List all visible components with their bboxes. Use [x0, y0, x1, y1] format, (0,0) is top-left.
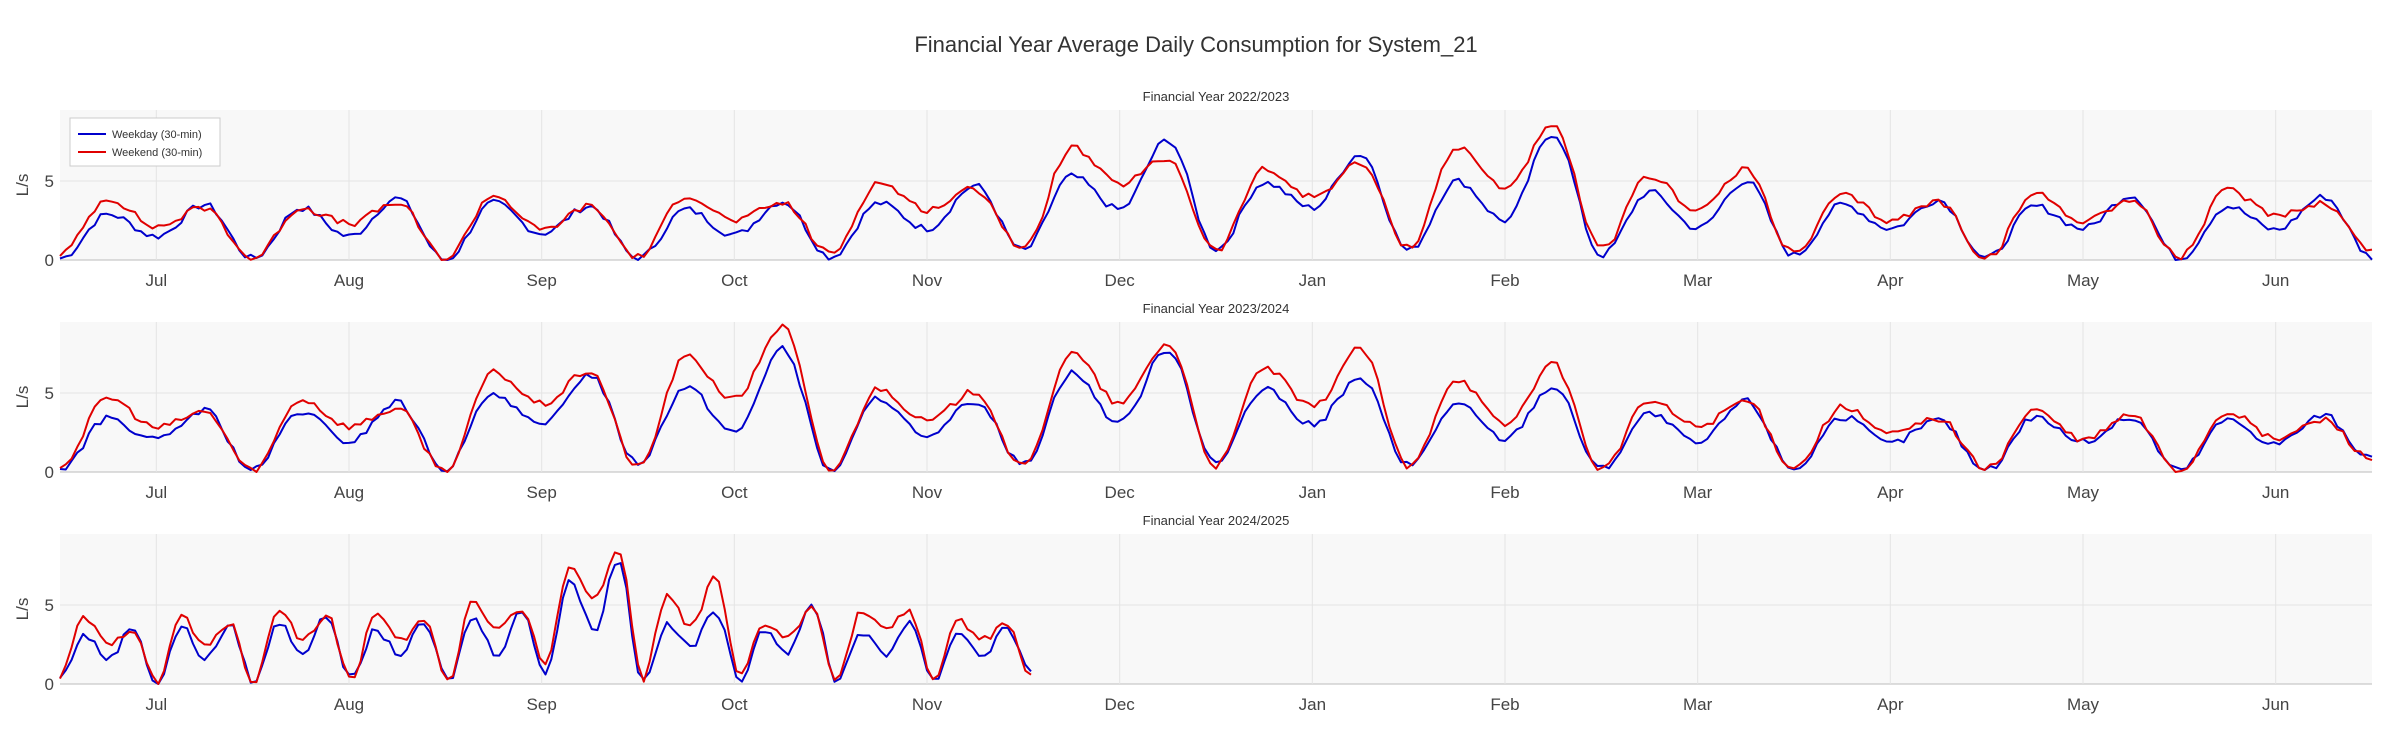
x-tick-label: Sep [527, 271, 557, 290]
x-tick-label: Sep [527, 695, 557, 714]
x-tick-label: Mar [1683, 271, 1713, 290]
x-tick-label: Dec [1105, 483, 1136, 502]
legend-entry: Weekday (30-min) [112, 129, 202, 141]
x-tick-label: Mar [1683, 695, 1713, 714]
y-tick-label: 5 [45, 384, 54, 403]
x-tick-label: Feb [1490, 695, 1519, 714]
y-tick-label: 0 [45, 251, 54, 270]
series-line-weekend [59, 551, 1032, 685]
y-tick-label: 0 [45, 463, 54, 482]
x-tick-label: Nov [912, 483, 943, 502]
plot-area [60, 110, 2372, 260]
x-tick-label: May [2067, 695, 2100, 714]
x-tick-label: Dec [1105, 695, 1136, 714]
subplot-2: 0 5 Jul Aug Sep Oct Nov Dec Jan Feb Mar Apr May Jun Fi… [13, 301, 2373, 502]
legend: Weekday (30-min) Weekend (30-min) [69, 117, 221, 167]
x-tick-label: Mar [1683, 483, 1713, 502]
x-tick-label: Dec [1105, 271, 1136, 290]
plot-area [60, 534, 2372, 684]
series-line-weekend [59, 125, 2373, 261]
y-tick-label: 0 [45, 675, 54, 694]
x-tick-label: Apr [1877, 483, 1904, 502]
x-tick-label: Oct [721, 483, 748, 502]
series-line-weekend [59, 323, 2373, 473]
x-tick-label: Oct [721, 695, 748, 714]
y-axis-label: L/s [13, 174, 32, 197]
x-tick-label: Jan [1299, 483, 1326, 502]
x-tick-label: May [2067, 483, 2100, 502]
subplot-3: 0 5 Jul Aug Sep Oct Nov Dec Jan Feb Mar Apr May Jun Fi… [13, 513, 2372, 714]
x-tick-label: Jul [145, 483, 167, 502]
y-axis-label: L/s [13, 598, 32, 621]
x-tick-label: Aug [334, 483, 364, 502]
x-tick-label: Jun [2262, 483, 2289, 502]
subplot-title: Financial Year 2023/2024 [1143, 301, 1290, 316]
x-tick-label: Jul [145, 271, 167, 290]
y-tick-label: 5 [45, 172, 54, 191]
x-tick-label: Feb [1490, 271, 1519, 290]
x-tick-label: Apr [1877, 271, 1904, 290]
legend-entry: Weekend (30-min) [112, 147, 202, 159]
x-tick-label: Jul [145, 695, 167, 714]
y-tick-label: 5 [45, 596, 54, 615]
x-tick-label: Oct [721, 271, 748, 290]
x-tick-label: Aug [334, 271, 364, 290]
x-tick-label: Nov [912, 695, 943, 714]
x-tick-label: Jan [1299, 271, 1326, 290]
legend-box [69, 117, 221, 167]
subplot-1: 0 5 Jul Aug Sep Oct Nov Dec Jan Feb Mar Apr May Jun Fi… [13, 89, 2373, 290]
plot-area [60, 322, 2372, 472]
x-tick-label: Feb [1490, 483, 1519, 502]
x-tick-label: Jun [2262, 695, 2289, 714]
subplot-title: Financial Year 2022/2023 [1143, 89, 1290, 104]
x-tick-label: Sep [527, 483, 557, 502]
chart-main-title: Financial Year Average Daily Consumption… [914, 32, 1478, 57]
x-tick-label: Jun [2262, 271, 2289, 290]
x-tick-label: Aug [334, 695, 364, 714]
x-tick-label: Jan [1299, 695, 1326, 714]
y-axis-label: L/s [13, 386, 32, 409]
subplot-title: Financial Year 2024/2025 [1143, 513, 1290, 528]
x-tick-label: Apr [1877, 695, 1904, 714]
x-tick-label: May [2067, 271, 2100, 290]
series-line-weekday [59, 562, 1032, 685]
x-tick-label: Nov [912, 271, 943, 290]
